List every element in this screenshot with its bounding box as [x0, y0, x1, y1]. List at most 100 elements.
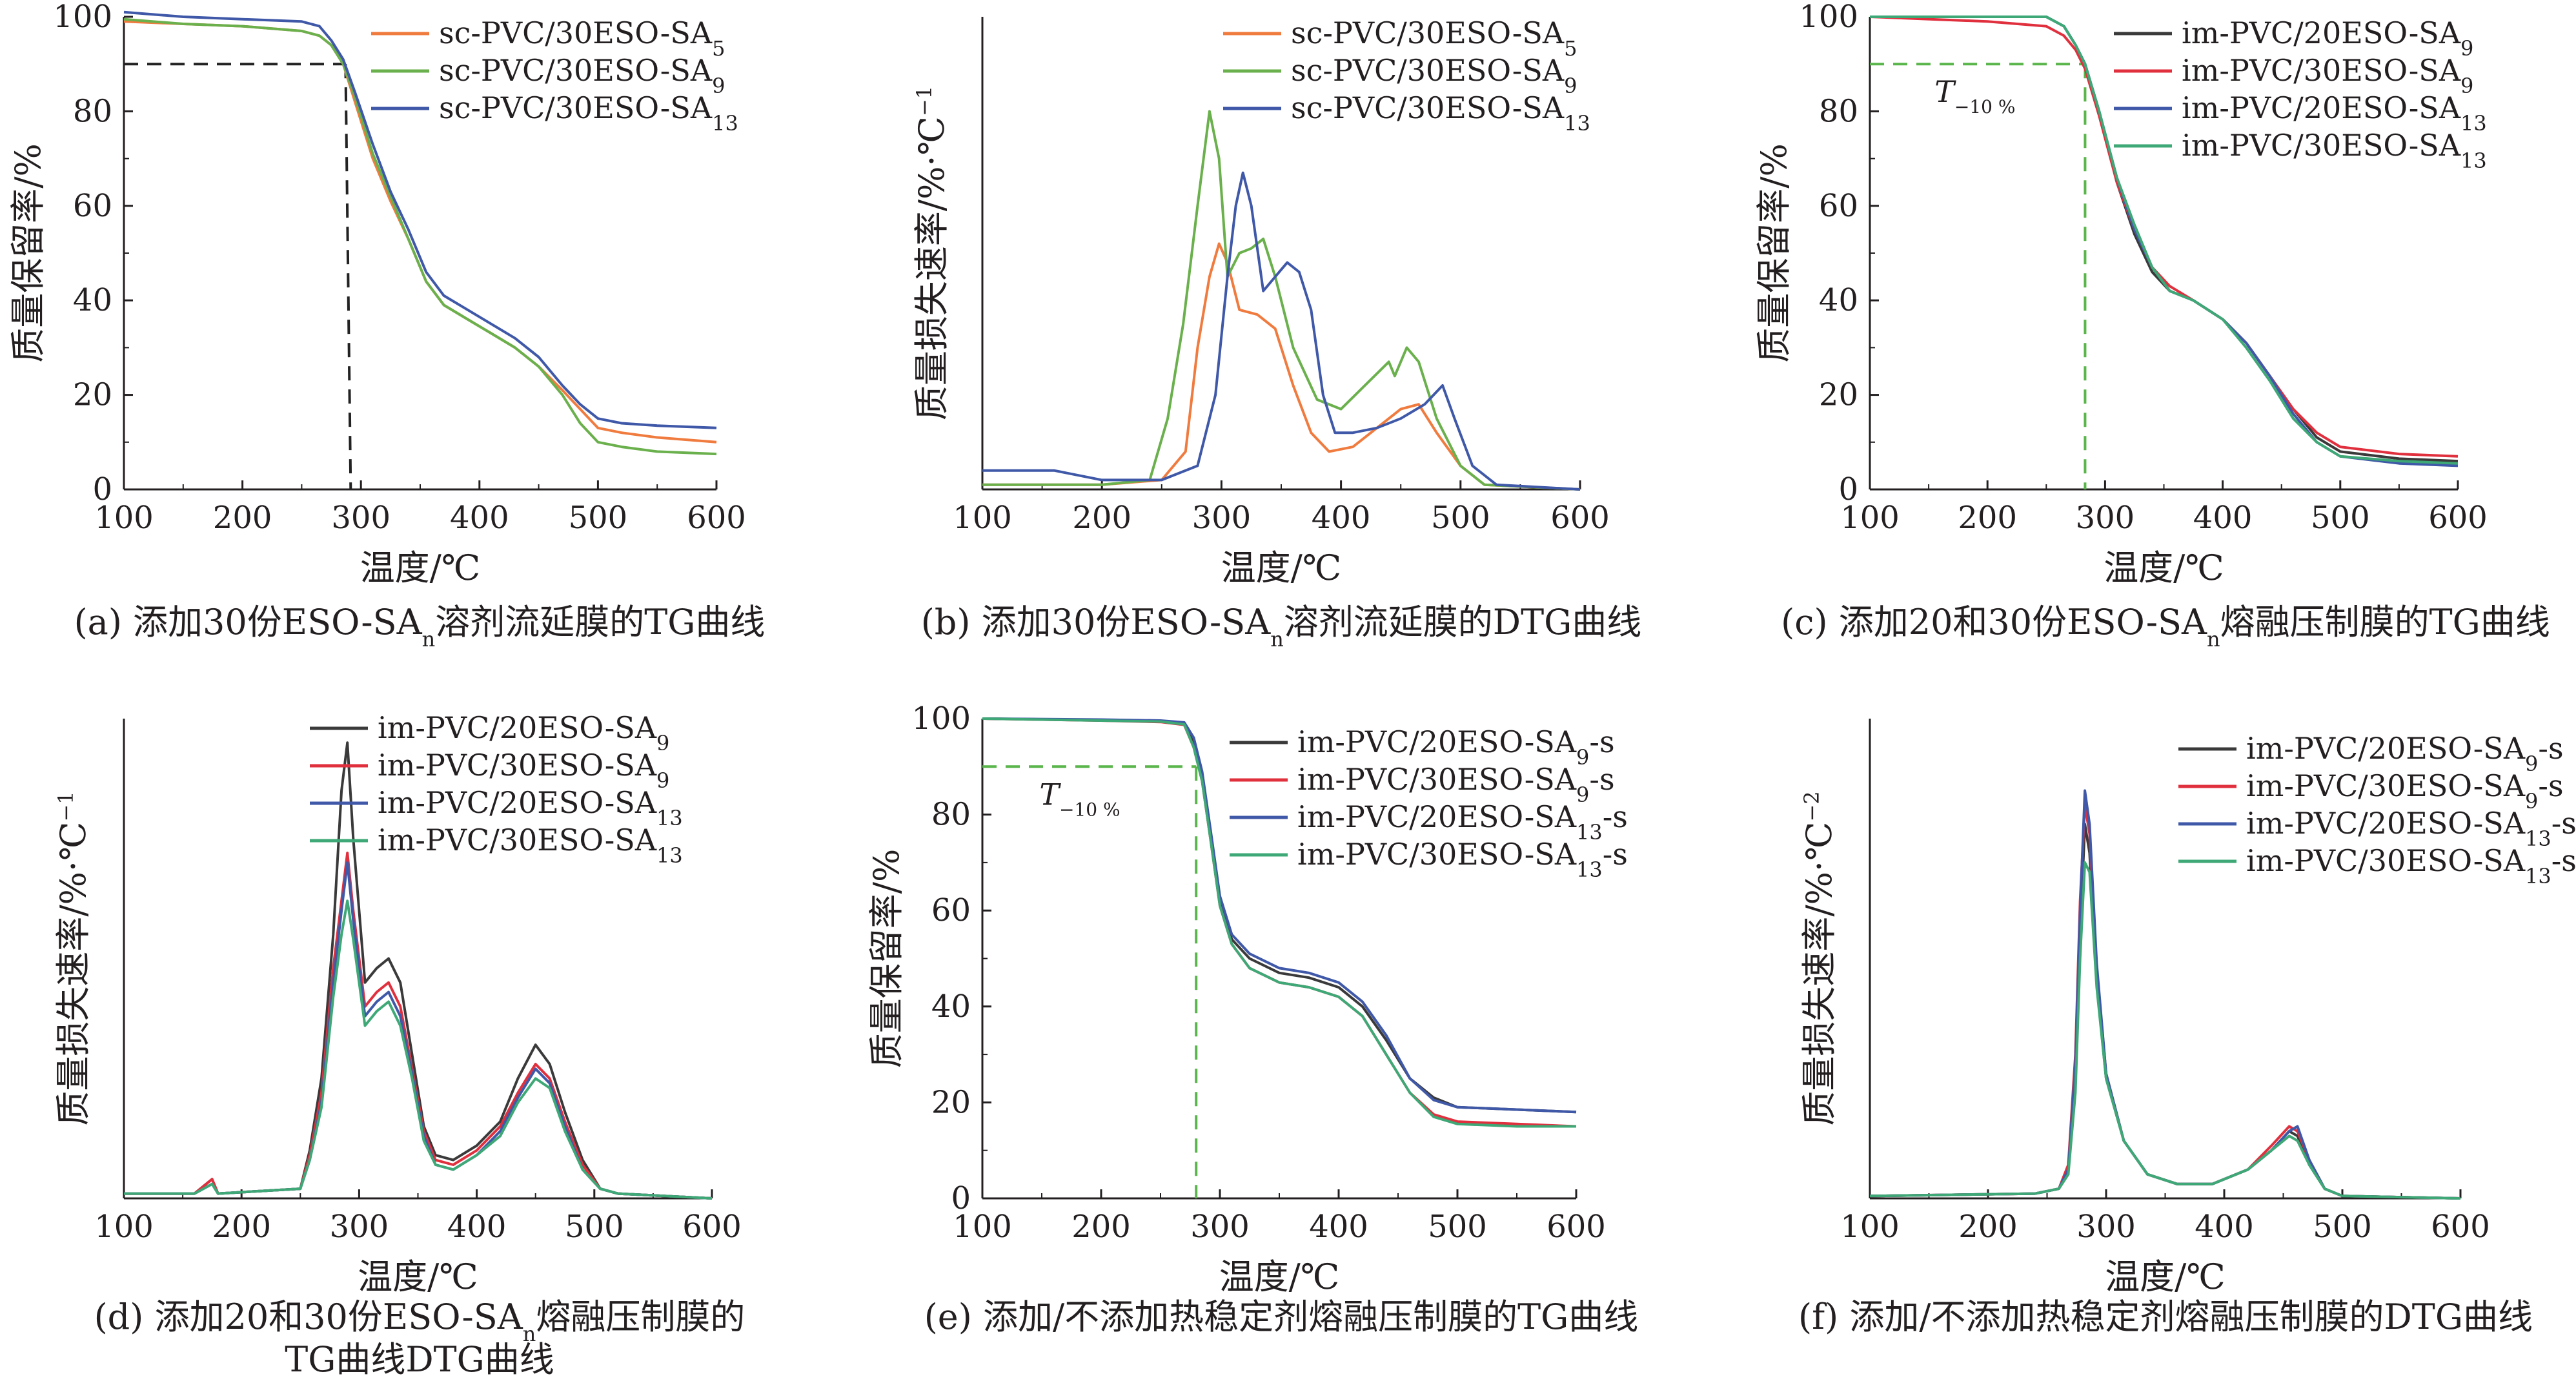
legend-label: im-PVC/20ESO-SA13	[2182, 90, 2487, 136]
x-axis-label: 温度/℃	[1221, 548, 1342, 588]
y-tick-label: 100	[1799, 0, 1858, 35]
chart-panel-a: 100 200 300 400 500 600 0 20 40 60 80 100 温度/℃ 质量保留率/…	[8, 0, 765, 651]
x-tick-label: 100	[953, 500, 1012, 536]
series-line-b-1	[982, 242, 1581, 491]
y-tick-label: 20	[931, 1084, 971, 1120]
series-line-c-2	[1869, 15, 2459, 458]
y-tick-label: 20	[1819, 377, 1858, 413]
panel-caption: (d) 添加20和30份ESO-SAn熔融压制膜的	[94, 1297, 745, 1346]
y-axis-label: 质量保留率/%	[8, 143, 48, 363]
series-line-c-4	[1870, 15, 2459, 465]
x-tick-label: 100	[953, 1209, 1012, 1245]
x-tick-label: 200	[1071, 1209, 1131, 1245]
annotation-t-10: T−10 %	[1039, 777, 1120, 821]
x-tick-label: 500	[1428, 1209, 1487, 1245]
legend-label: im-PVC/30ESO-SA13-s	[2246, 843, 2576, 888]
legend-label: im-PVC/30ESO-SA9	[378, 748, 669, 793]
legend-label: im-PVC/20ESO-SA9-s	[1297, 724, 1615, 770]
x-tick-label: 200	[1072, 500, 1131, 536]
x-tick-label: 300	[331, 500, 390, 536]
legend-label: sc-PVC/30ESO-SA13	[439, 90, 738, 136]
x-tick-label: 500	[1431, 500, 1490, 536]
x-tick-label: 200	[212, 1209, 271, 1245]
y-tick-label: 100	[911, 701, 971, 737]
y-tick-label: 40	[73, 282, 112, 318]
legend-label: im-PVC/20ESO-SA13-s	[1297, 799, 1628, 845]
x-axis-label: 温度/℃	[2104, 548, 2224, 588]
y-tick-label: 60	[1819, 188, 1858, 224]
y-axis-label: 质量损失速率/%·℃−2	[1799, 791, 1840, 1125]
x-tick-label: 100	[94, 1209, 154, 1245]
x-tick-label: 400	[1312, 500, 1371, 536]
y-tick-label: 0	[1838, 471, 1858, 507]
series-line-f-1	[1869, 823, 2461, 1200]
y-tick-label: 20	[73, 377, 112, 413]
x-tick-label: 300	[1192, 500, 1252, 536]
panel-caption: (e) 添加/不添加热稳定剂熔融压制膜的TG曲线	[924, 1297, 1639, 1337]
y-tick-label: 100	[53, 0, 112, 35]
x-axis-label: 温度/℃	[360, 548, 481, 588]
legend-label: im-PVC/20ESO-SA9-s	[2246, 731, 2564, 776]
x-tick-label: 600	[687, 500, 746, 536]
series-line-a-2	[123, 17, 717, 456]
chart-panel-d: 100 200 300 400 500 600 温度/℃ 质量损失速率/%·℃−1 im-PVC…	[53, 710, 745, 1380]
series-line-b-3	[982, 171, 1581, 491]
x-tick-label: 200	[1958, 1209, 2018, 1245]
annotation-t-10: T−10 %	[1934, 74, 2015, 118]
x-axis-label: 温度/℃	[358, 1256, 478, 1297]
x-tick-label: 600	[682, 1209, 742, 1245]
x-tick-label: 400	[2195, 1209, 2254, 1245]
legend-label: im-PVC/30ESO-SA9-s	[1297, 762, 1615, 807]
y-axis-label: 质量保留率/%	[866, 849, 907, 1069]
legend-label: sc-PVC/30ESO-SA5	[439, 15, 725, 61]
series-line-d-4	[124, 899, 713, 1200]
series-line-a-3	[123, 10, 717, 429]
y-tick-label: 80	[931, 797, 971, 833]
legend-label: im-PVC/20ESO-SA9	[2182, 15, 2473, 61]
y-axis-label: 质量损失速率/%·℃−1	[53, 791, 94, 1125]
panel-caption: (c) 添加20和30份ESO-SAn熔融压制膜的TG曲线	[1781, 602, 2550, 651]
chart-panel-f: 100 200 300 400 500 600 温度/℃ 质量损失速率/%·℃−2 im-PVC…	[1798, 719, 2576, 1337]
x-tick-label: 300	[2076, 500, 2135, 536]
legend-label: im-PVC/20ESO-SA9	[378, 710, 669, 755]
y-tick-label: 40	[931, 989, 971, 1025]
y-tick-label: 0	[951, 1180, 971, 1216]
x-tick-label: 100	[1840, 500, 1900, 536]
x-tick-label: 600	[1550, 500, 1610, 536]
x-tick-label: 300	[330, 1209, 389, 1245]
x-tick-label: 200	[213, 500, 272, 536]
panel-caption: (f) 添加/不添加热稳定剂熔融压制膜的DTG曲线	[1798, 1297, 2533, 1337]
x-tick-label: 500	[2311, 500, 2370, 536]
series-line-e-4	[982, 717, 1576, 1128]
x-tick-label: 300	[1190, 1209, 1250, 1245]
x-axis-label: 温度/℃	[1219, 1256, 1340, 1297]
legend-label: im-PVC/30ESO-SA9	[2182, 53, 2473, 98]
series-line-d-2	[124, 852, 713, 1200]
x-tick-label: 500	[565, 1209, 624, 1245]
x-tick-label: 200	[1958, 500, 2017, 536]
y-tick-label: 60	[931, 892, 971, 928]
y-tick-label: 60	[73, 188, 112, 224]
x-tick-label: 500	[2313, 1209, 2372, 1245]
reference-vline	[344, 64, 352, 490]
x-tick-label: 400	[450, 500, 509, 536]
y-tick-label: 0	[92, 471, 112, 507]
x-tick-label: 500	[569, 500, 628, 536]
chart-panel-e: 100 200 300 400 500 600 0 20 40 60 80 100 温度/℃ 质量保留率/…	[866, 701, 1638, 1337]
y-tick-label: 80	[73, 93, 112, 129]
legend-label: im-PVC/20ESO-SA13-s	[2246, 806, 2576, 851]
legend-label: sc-PVC/30ESO-SA9	[439, 53, 725, 98]
y-tick-label: 40	[1819, 282, 1858, 318]
x-tick-label: 400	[1309, 1209, 1368, 1245]
chart-panel-b: 100 200 300 400 500 600 温度/℃ 质量损失速率/%·℃−1 sc-PVC…	[911, 15, 1641, 651]
series-line-b-2	[982, 110, 1581, 491]
x-tick-label: 100	[94, 500, 154, 536]
panel-caption: (b) 添加30份ESO-SAn溶剂流延膜的DTG曲线	[921, 602, 1642, 651]
x-tick-label: 600	[2428, 500, 2488, 536]
x-tick-label: 600	[1547, 1209, 1606, 1245]
x-axis-label: 温度/℃	[2105, 1256, 2226, 1297]
y-axis-label: 质量保留率/%	[1754, 143, 1794, 363]
legend-label: im-PVC/30ESO-SA13-s	[1297, 837, 1628, 882]
y-tick-label: 80	[1819, 93, 1858, 129]
